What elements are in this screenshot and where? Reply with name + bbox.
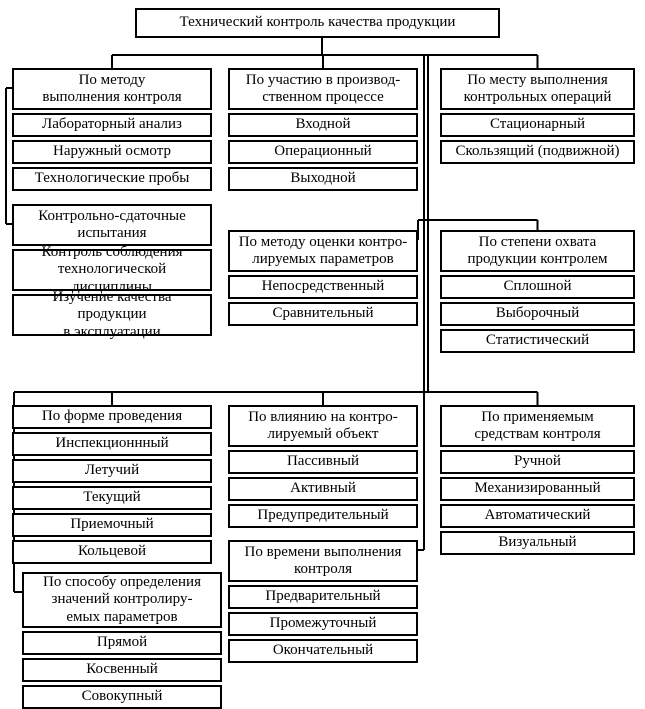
- g9-header: По времени выполненияконтроля: [228, 540, 418, 582]
- g7-item-2: Предупредительный: [228, 504, 418, 528]
- g8-item-3: Визуальный: [440, 531, 635, 555]
- g9-item-1: Промежуточный: [228, 612, 418, 636]
- g5-item-2: Статистический: [440, 329, 635, 353]
- g8-header: По применяемымсредствам контроля: [440, 405, 635, 447]
- g2-item-2: Выходной: [228, 167, 418, 191]
- g1-item-1: Наружный осмотр: [12, 140, 212, 164]
- g6-item-1: Летучий: [12, 459, 212, 483]
- root-box: Технический контроль качества продукции: [135, 8, 500, 38]
- g10-item-0: Прямой: [22, 631, 222, 655]
- g6-item-3: Приемочный: [12, 513, 212, 537]
- g6-item-4: Кольцевой: [12, 540, 212, 564]
- g5-item-0: Сплошной: [440, 275, 635, 299]
- g5-header: По степени охватапродукции контролем: [440, 230, 635, 272]
- g10-header: По способу определения значений контроли…: [22, 572, 222, 628]
- g1-item-2: Технологические пробы: [12, 167, 212, 191]
- g7-item-1: Активный: [228, 477, 418, 501]
- g8-item-1: Механизированный: [440, 477, 635, 501]
- g6-header: По форме проведения: [12, 405, 212, 429]
- g5-item-1: Выборочный: [440, 302, 635, 326]
- g3-item-1: Скользящий (подвижной): [440, 140, 635, 164]
- g4-item-0: Непосредственный: [228, 275, 418, 299]
- g2-item-1: Операционный: [228, 140, 418, 164]
- g3-header: По месту выполненияконтрольных операций: [440, 68, 635, 110]
- g1-item-0: Лабораторный анализ: [12, 113, 212, 137]
- g9-item-2: Окончательный: [228, 639, 418, 663]
- g1b-item-0: Контроль соблюдения технологической дисц…: [12, 249, 212, 291]
- g9-item-0: Предварительный: [228, 585, 418, 609]
- g1-header: По методувыполнения контроля: [12, 68, 212, 110]
- g7-item-0: Пассивный: [228, 450, 418, 474]
- g7-header: По влиянию на контро-лируемый объект: [228, 405, 418, 447]
- g10-item-1: Косвенный: [22, 658, 222, 682]
- g8-item-0: Ручной: [440, 450, 635, 474]
- g6-item-2: Текущий: [12, 486, 212, 510]
- g1b-header: Контрольно-сдаточныеиспытания: [12, 204, 212, 246]
- g10-item-2: Совокупный: [22, 685, 222, 709]
- g2-item-0: Входной: [228, 113, 418, 137]
- g6-item-0: Инспекционнный: [12, 432, 212, 456]
- g8-item-2: Автоматический: [440, 504, 635, 528]
- g4-header: По методу оценки контро-лируемых парамет…: [228, 230, 418, 272]
- g1b-item-1: Изучение качества продукциив эксплуатаци…: [12, 294, 212, 336]
- g3-item-0: Стационарный: [440, 113, 635, 137]
- g4-item-1: Сравнительный: [228, 302, 418, 326]
- g2-header: По участию в производ-ственном процессе: [228, 68, 418, 110]
